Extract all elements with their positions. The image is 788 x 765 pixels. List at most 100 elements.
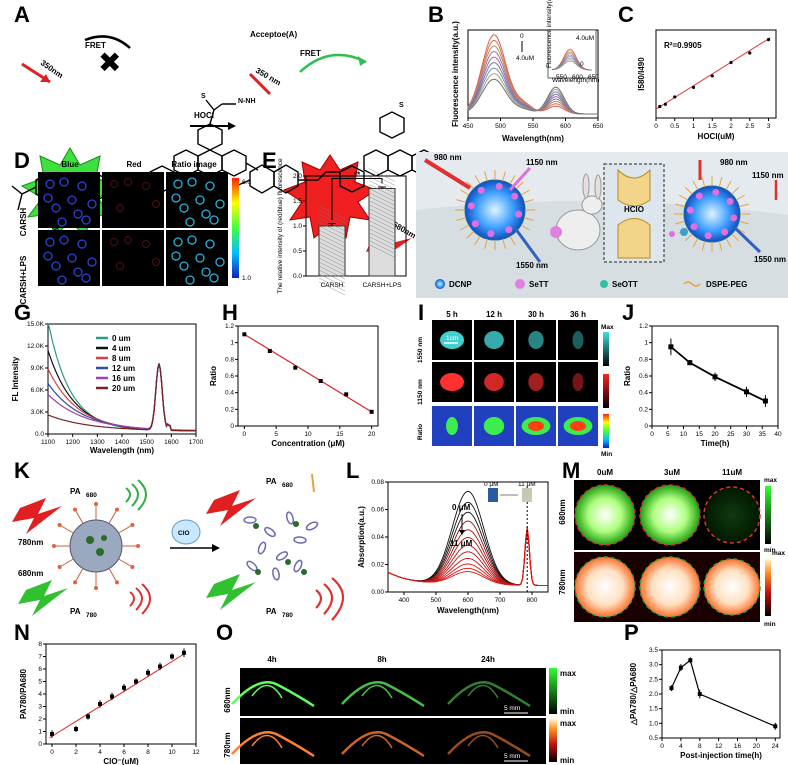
fit-line [244,333,372,413]
cell [205,239,215,249]
y-tick-label: 0.5 [649,735,658,742]
fragment [285,511,295,525]
y-axis-label: Ratio [623,366,632,386]
cell-red [116,204,124,212]
cell-red [116,262,124,270]
inset-spectrum [551,60,592,71]
hot-spot [570,421,586,431]
data-point [762,398,768,404]
min-label-i: Min [601,451,612,458]
peg-chain [675,203,686,208]
data-point [242,332,247,337]
peg-chain [484,171,488,182]
colorbar-ratio [603,414,609,448]
row-carsh: CARSH [19,208,28,237]
payload-dot [285,559,291,565]
signal-blob [528,373,544,391]
cell [67,253,77,263]
injected-particle [550,226,562,238]
y-tick-label: 0.2 [225,406,234,413]
cell [205,181,215,191]
signal-blob [484,373,504,391]
y-tick-label: 1.5 [293,198,302,205]
nanoparticle-right [683,185,741,243]
row-680nm: 680nm [558,499,567,524]
label-hclo: HClO [624,205,644,214]
annot-bottom: 4.0uM [516,55,534,62]
peg-chain [731,233,740,242]
o-colorbar-hot [549,718,557,762]
cell [45,237,55,247]
data-point [318,379,323,383]
legend-label: 16 um [112,374,135,383]
x-tick-label: 1300 [90,439,105,446]
image-red-carsh [102,172,164,228]
legend-label: 12 um [112,364,135,373]
x-tick-label: 1600 [164,439,179,446]
probe-arm [108,568,117,581]
signal-blob [440,373,464,391]
y-tick-label: 15.0K [27,321,45,328]
x-tick-label: 15 [336,431,344,438]
cell [77,239,87,249]
peg-chain [738,203,749,208]
beam-980-left [423,158,472,190]
o-min-2: min [560,756,574,765]
bar-hatch [318,269,346,284]
y-tick-label: 0.2 [639,406,648,413]
cell [43,251,53,261]
peg-chain [509,175,516,185]
time-12h: 12 h [486,310,502,319]
x-tick-label: 1200 [65,439,80,446]
y-tick-label: 0.6 [225,373,234,380]
bar-hatch [318,261,346,276]
sett-dot [690,223,698,231]
y-tick-label: 0.6 [639,373,648,380]
y-tick-label: 8 [38,641,42,648]
x-tick-label: 1400 [115,439,130,446]
y-tick-label: 0.8 [639,356,648,363]
bar-hatch [368,184,396,198]
plot-frame [655,29,777,119]
y-tick-label: 3 [38,704,42,711]
x-tick-label: 1500 [139,439,154,446]
label-780nm: 780nm [18,538,43,547]
data-point [74,727,78,731]
signal-blob [483,417,505,435]
plot-frame [661,649,781,739]
x-axis-label: HOCl(uM) [698,132,735,141]
bar-hatch [318,241,346,256]
vessel-branch [467,684,499,699]
annot-top: 0 [520,33,524,40]
y-tick-label: 0.0 [35,431,44,438]
y-tick-label: 6.0K [31,387,45,394]
cell-red [142,240,150,248]
bar-hatch [368,208,396,222]
x-axis-label: Post-injection time(h) [680,751,762,760]
peg-chain [735,194,746,201]
cell [67,195,77,205]
panel-label-j: J [622,300,634,325]
cell [59,177,69,187]
knee-bone-top [617,168,651,207]
x-tick-label: 2 [74,749,78,756]
fragment [305,521,319,531]
cell-red [142,182,150,190]
data-point [369,409,374,414]
bar-hatch [368,236,396,250]
cell [179,261,189,271]
label-acceptor: Acceptoe(A) [250,30,297,39]
vessel-branch [251,684,283,699]
peg-chain [520,189,530,196]
o-colorbar-green [549,668,557,714]
m-max-2: max [772,550,785,557]
data-point [86,714,90,719]
label-pa680: PA [70,487,81,496]
inset-xtick: 550 [556,74,567,81]
legend-dcnp: DCNP [449,280,472,289]
probe-arm [118,525,131,534]
col-0um: 0uM [597,468,613,477]
peg-chain [456,217,467,221]
peg-chain [460,224,470,231]
